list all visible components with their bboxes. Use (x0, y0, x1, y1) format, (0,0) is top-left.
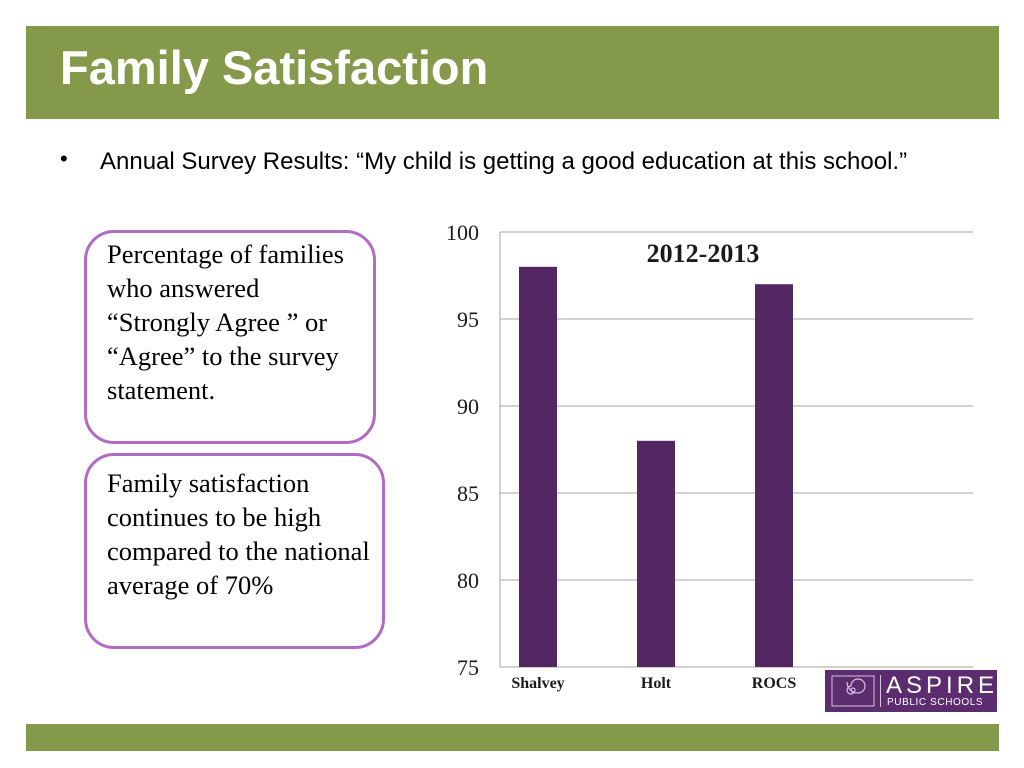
slide-title: Family Satisfaction (60, 41, 489, 94)
logo-divider (880, 675, 881, 707)
bar-holt (637, 440, 675, 667)
logo-subtitle: PUBLIC SCHOOLS (887, 697, 984, 708)
logo-name: ASPIRE (886, 672, 999, 699)
y-tick-label: 75 (457, 655, 479, 680)
y-tick-label: 85 (457, 481, 479, 506)
x-tick-label: Shalvey (511, 675, 564, 692)
bar-rocs (755, 284, 793, 667)
callout-percentage-definition: Percentage of families who answered “Str… (84, 230, 376, 444)
spiral-icon (831, 675, 875, 707)
callout-text: Family satisfaction continues to be high… (107, 468, 370, 600)
callout-national-average: Family satisfaction continues to be high… (84, 453, 385, 649)
x-tick-label: Holt (641, 675, 672, 692)
chart-title: 2012-2013 (647, 239, 760, 268)
y-tick-label: 90 (457, 394, 479, 419)
bars (519, 266, 793, 667)
axis-labels: 75 80 85 90 95 100 Shalvey Holt ROCS (446, 220, 796, 692)
callout-text: Percentage of families who answered “Str… (107, 239, 344, 405)
y-tick-label: 95 (457, 307, 479, 332)
title-bar: Family Satisfaction (26, 26, 999, 119)
y-tick-label: 100 (446, 220, 479, 245)
bullet-text: Annual Survey Results: “My child is gett… (100, 148, 908, 175)
bullet-marker: • (60, 146, 68, 171)
gridlines (499, 231, 973, 668)
bar-shalvey (519, 266, 557, 667)
x-tick-label: ROCS (752, 675, 797, 692)
y-tick-label: 80 (457, 568, 479, 593)
aspire-logo: ASPIRE PUBLIC SCHOOLS (825, 670, 997, 712)
footer-bar (26, 724, 999, 751)
